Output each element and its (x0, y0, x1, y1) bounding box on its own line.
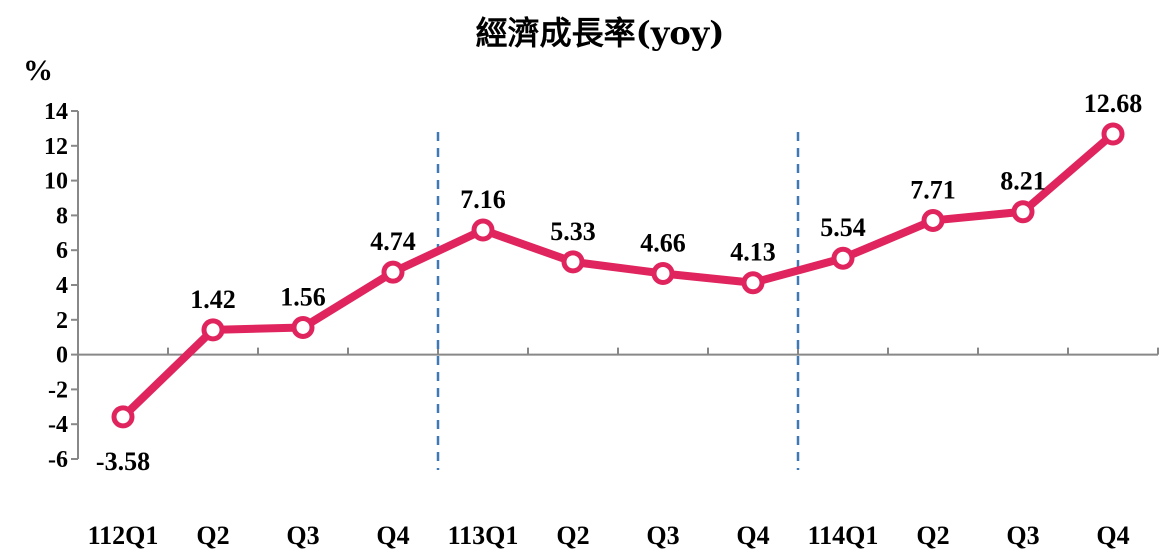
y-tick-label: 2 (56, 308, 68, 334)
x-tick-label: 112Q1 (88, 521, 159, 550)
x-tick-label: Q4 (736, 521, 769, 550)
series-line (119, 129, 1117, 421)
x-tick-label: Q4 (1096, 521, 1129, 550)
y-tick-label: -6 (48, 447, 68, 473)
data-label: 5.33 (550, 217, 596, 246)
x-tick-label: Q3 (286, 521, 319, 550)
axes: 14 12 10 8 6 4 2 0 -2 -4 -6 112Q1 Q2 Q3 Q4 113Q1 Q2 Q3 Q4 1… (44, 99, 1159, 550)
data-point (831, 246, 855, 270)
data-label: -3.58 (96, 447, 150, 476)
series-growth-rate (111, 122, 1125, 429)
x-tick-label: 114Q1 (808, 521, 879, 550)
data-label: 1.42 (190, 285, 236, 314)
data-label: 5.54 (820, 213, 866, 242)
y-tick-label: -2 (48, 377, 68, 403)
x-tick-label: Q4 (376, 521, 409, 550)
data-point (561, 250, 585, 274)
year-dividers (436, 132, 800, 470)
data-label: 8.21 (1000, 167, 1046, 196)
data-point (741, 271, 765, 295)
x-tick-label: Q3 (1006, 521, 1039, 550)
data-label: 4.66 (640, 229, 686, 258)
data-point (471, 218, 495, 242)
x-tick-label: Q3 (646, 521, 679, 550)
x-tick-label: 113Q1 (448, 521, 519, 550)
y-tick-label: -4 (48, 412, 68, 438)
chart-title: 經濟成長率(yoy) (476, 14, 725, 52)
data-point (1101, 122, 1125, 146)
x-tick-label: Q2 (556, 521, 589, 550)
data-point (651, 262, 675, 286)
data-point (921, 208, 945, 232)
y-tick-label: 0 (56, 343, 68, 369)
x-tick-label: Q2 (196, 521, 229, 550)
y-axis-unit-label: % (23, 54, 53, 87)
data-point (1011, 200, 1035, 224)
data-point (111, 405, 135, 429)
y-tick-label: 12 (44, 134, 68, 160)
data-label: 4.13 (730, 238, 776, 267)
data-label: 7.16 (460, 185, 506, 214)
y-tick-label: 14 (44, 99, 68, 125)
y-tick-label: 8 (56, 203, 68, 229)
y-tick-label: 4 (56, 273, 68, 299)
data-point (291, 315, 315, 339)
data-label: 4.74 (370, 227, 416, 256)
y-tick-label: 6 (56, 238, 68, 264)
y-tick-label: 10 (44, 169, 68, 195)
data-label: 12.68 (1084, 89, 1143, 118)
data-point (201, 318, 225, 342)
data-point (381, 260, 405, 284)
data-labels: -3.58 1.42 1.56 4.74 7.16 5.33 4.66 4.13 5.54 7.7… (96, 89, 1142, 476)
x-tick-label: Q2 (916, 521, 949, 550)
data-label: 7.71 (910, 175, 956, 204)
data-label: 1.56 (280, 282, 326, 311)
